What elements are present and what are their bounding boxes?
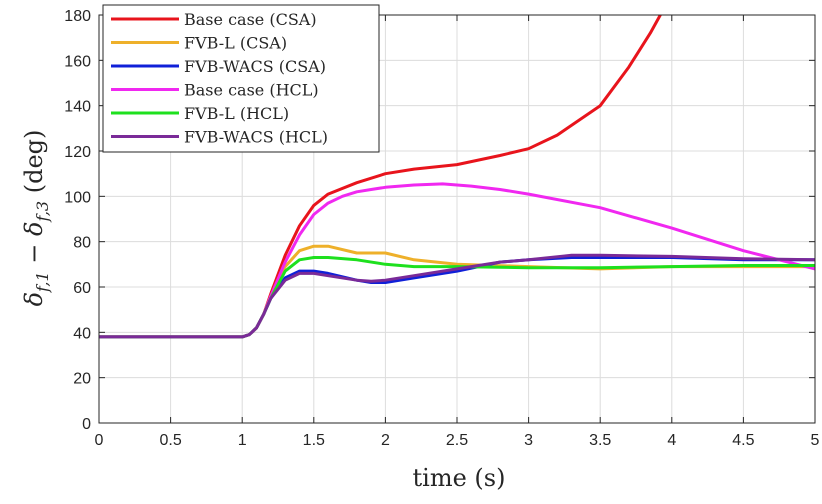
legend-label-3: FVB-WACS (CSA) — [184, 57, 326, 76]
legend-label-5: FVB-L (HCL) — [184, 104, 289, 123]
x-tick-labels: 0 0.5 1 1.5 2 2.5 3 3.5 4 4.5 5 — [95, 432, 820, 449]
x-tick-label: 3.5 — [589, 432, 611, 449]
legend: Base case (CSA) FVB-L (CSA) FVB-WACS (CSA)… — [102, 4, 380, 153]
x-tick-label: 0 — [95, 432, 104, 449]
plot-frame — [98, 14, 816, 424]
y-axis-label: δf,1 − δf,3 (deg) — [20, 130, 52, 307]
y-tick-labels: 0 20 40 60 80 100 120 140 160 180 — [64, 8, 91, 433]
plot-lines — [99, 15, 815, 339]
y-tick-label: 180 — [64, 8, 91, 25]
x-tick-label: 1 — [238, 432, 247, 449]
x-tick-label: 4.5 — [732, 432, 754, 449]
x-tick-label: 3 — [524, 432, 533, 449]
x-tick-label: 4 — [667, 432, 676, 449]
x-tick-label: 5 — [811, 432, 820, 449]
series-line-6 — [99, 253, 815, 339]
x-axis-label: time (s) — [413, 464, 506, 492]
y-tick-label: 0 — [82, 416, 91, 433]
y-tick-label: 160 — [64, 53, 91, 70]
legend-box — [102, 4, 380, 153]
x-tick-label: 1.5 — [303, 432, 325, 449]
y-tick-label: 120 — [64, 144, 91, 161]
y-tick-label: 140 — [64, 99, 91, 116]
legend-label-2: FVB-L (CSA) — [184, 34, 287, 53]
y-label-minus: − — [20, 236, 48, 271]
y-tick-label: 100 — [64, 189, 91, 206]
y-label-subscript-1: f,1 — [33, 271, 52, 293]
legend-label-1: Base case (CSA) — [184, 10, 317, 29]
y-tick-label: 80 — [73, 235, 91, 252]
legend-label-4: Base case (HCL) — [184, 81, 319, 100]
y-tick-label: 40 — [73, 325, 91, 342]
x-tick-label: 2 — [381, 432, 390, 449]
y-label-delta-2: δ — [20, 222, 48, 236]
x-tick-label: 0.5 — [159, 432, 181, 449]
y-tick-label: 60 — [73, 280, 91, 297]
y-label-subscript-2: f,3 — [33, 201, 52, 223]
legend-label-6: FVB-WACS (HCL) — [184, 128, 328, 147]
y-label-delta-1: δ — [20, 292, 48, 306]
y-label-unit: (deg) — [20, 130, 48, 201]
x-tick-label: 2.5 — [446, 432, 468, 449]
y-tick-label: 20 — [73, 371, 91, 388]
